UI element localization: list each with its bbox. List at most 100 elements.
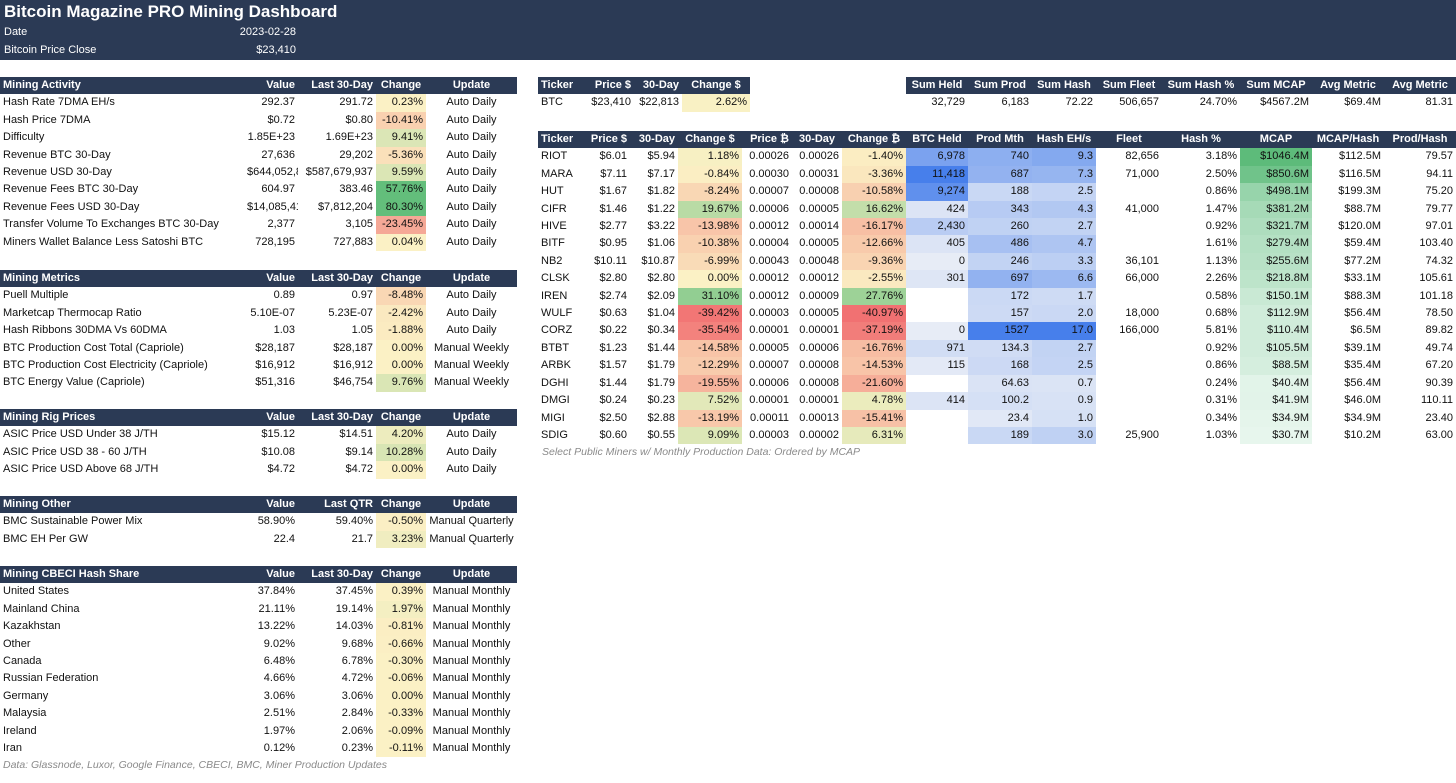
metric-update: Auto Daily xyxy=(446,218,497,231)
miner-fleet: 36,101 xyxy=(1125,254,1159,267)
miner-price-usd: $1.67 xyxy=(599,185,627,198)
metric-update: Manual Quarterly xyxy=(429,515,514,528)
metric-name: Ireland xyxy=(3,724,37,737)
miner-mcap-per-hash: $10.2M xyxy=(1344,428,1381,441)
metric-name: Malaysia xyxy=(3,707,47,720)
miner-mcap: $30.7M xyxy=(1240,426,1312,445)
miner-change-btc: -15.41% xyxy=(842,409,906,427)
btc-th-change: Change $ xyxy=(682,77,750,95)
metric-update: Manual Monthly xyxy=(432,689,511,702)
metric-name: Hash Price 7DMA xyxy=(3,113,91,126)
miner-prod-per-hash: 74.32 xyxy=(1425,254,1453,267)
metric-previous: 0.97 xyxy=(351,289,373,302)
miner-change-usd: 0.00% xyxy=(678,270,742,288)
miner-ticker: RIOT xyxy=(541,150,568,163)
miner-hash-ehs: 1.0 xyxy=(1032,409,1096,427)
metric-name: Marketcap Thermocap Ratio xyxy=(3,306,142,319)
miner-row: MARA $7.11 $7.17 -0.84% 0.00030 0.00031 -3.36%… xyxy=(538,165,1456,184)
table-row: Revenue BTC 30-Day 27,636 29,202 -5.36% Auto… xyxy=(0,146,517,165)
btc-change: 2.62% xyxy=(682,94,750,112)
table-row: Hash Rate 7DMA EH/s 292.37 291.72 0.23% Auto… xyxy=(0,94,517,112)
column-header: Value xyxy=(244,409,298,427)
table-row: Other 9.02% 9.68% -0.66% Manual Monthly xyxy=(0,635,517,654)
miner-mcap-per-hash: $88.7M xyxy=(1344,202,1381,215)
metric-previous: 6.78% xyxy=(341,655,373,668)
column-header: Update xyxy=(426,409,517,427)
miner-price-btc-30day: 0.00014 xyxy=(799,220,839,233)
metric-previous: $0.80 xyxy=(345,113,373,126)
miner-prod-per-hash: 103.40 xyxy=(1419,237,1453,250)
miner-ticker: NB2 xyxy=(541,254,563,267)
miner-btc-held: 971 xyxy=(906,339,968,358)
sum-hash: 72.22 xyxy=(1065,96,1093,109)
miner-hash-pct: 3.18% xyxy=(1205,150,1237,163)
miner-change-usd: 9.09% xyxy=(678,426,742,445)
miner-prod-month: 100.2 xyxy=(968,392,1032,410)
miners-column-header: Hash % xyxy=(1162,131,1240,149)
miner-price-usd: $0.95 xyxy=(599,237,627,250)
metric-update: Auto Daily xyxy=(446,463,497,476)
date-value: 2023-02-28 xyxy=(239,26,296,38)
miner-fleet: 166,000 xyxy=(1119,324,1159,337)
sum-mcap: $4567.2M xyxy=(1260,96,1309,109)
miner-btc-held xyxy=(906,305,968,323)
miner-mcap: $218.8M xyxy=(1240,270,1312,288)
miners-column-header: Ticker xyxy=(538,131,584,149)
metric-update: Auto Daily xyxy=(446,166,497,179)
miner-change-btc: -40.97% xyxy=(842,305,906,323)
miner-change-usd: -0.84% xyxy=(678,165,742,184)
miner-mcap: $850.6M xyxy=(1240,165,1312,184)
miner-fleet: 82,656 xyxy=(1125,150,1159,163)
miner-btc-held xyxy=(906,374,968,393)
metric-previous: 37.45% xyxy=(335,585,373,598)
miner-mcap: $41.9M xyxy=(1240,392,1312,410)
metric-name: Mainland China xyxy=(3,602,80,615)
miners-column-header: Change $ xyxy=(678,131,742,149)
miner-hash-ehs: 9.3 xyxy=(1032,148,1096,166)
miner-ticker: BTBT xyxy=(541,341,570,354)
metric-change: -0.30% xyxy=(376,653,426,671)
miner-price-usd-30day: $0.55 xyxy=(647,428,675,441)
miner-hash-ehs: 4.7 xyxy=(1032,235,1096,253)
metric-name: BTC Production Cost Total (Capriole) xyxy=(3,341,184,354)
dashboard-title: Bitcoin Magazine PRO Mining Dashboard xyxy=(4,2,338,21)
miner-change-usd: -13.19% xyxy=(678,409,742,427)
metric-value: $28,187 xyxy=(255,341,295,354)
metric-name: Hash Rate 7DMA EH/s xyxy=(3,96,115,109)
miner-fleet: 71,000 xyxy=(1125,167,1159,180)
miner-prod-per-hash: 49.74 xyxy=(1425,341,1453,354)
miner-ticker: CLSK xyxy=(541,272,570,285)
miner-fleet xyxy=(1096,357,1162,374)
miner-price-btc: 0.00030 xyxy=(749,167,789,180)
metric-previous: 19.14% xyxy=(335,602,373,615)
miner-btc-held xyxy=(906,287,968,306)
sum-th-hash-pct: Sum Hash % xyxy=(1162,77,1240,95)
miner-ticker: CORZ xyxy=(541,324,573,337)
miner-prod-per-hash: 105.61 xyxy=(1419,272,1453,285)
miner-ticker: HIVE xyxy=(541,220,567,233)
table-row: ASIC Price USD Under 38 J/TH $15.12 $14.51… xyxy=(0,426,517,444)
column-header: Value xyxy=(244,496,298,514)
metric-name: BMC EH Per GW xyxy=(3,532,88,545)
miner-change-btc: 6.31% xyxy=(842,426,906,445)
miner-price-btc: 0.00007 xyxy=(749,359,789,372)
metric-value: $16,912 xyxy=(255,359,295,372)
miner-price-btc: 0.00003 xyxy=(749,307,789,320)
data-sources-footer: Data: Glassnode, Luxor, Google Finance, … xyxy=(3,759,388,771)
miner-change-usd: -10.38% xyxy=(678,235,742,253)
metric-previous: 29,202 xyxy=(339,148,373,161)
column-header: Change xyxy=(376,77,426,95)
miner-prod-per-hash: 63.00 xyxy=(1425,428,1453,441)
miner-change-btc: 4.78% xyxy=(842,392,906,410)
btc-price-value: $23,410 xyxy=(256,44,296,56)
metric-value: 21.11% xyxy=(258,602,296,615)
miner-prod-month: 189 xyxy=(968,426,1032,445)
column-header: Change xyxy=(376,496,426,514)
miner-change-usd: -8.24% xyxy=(678,183,742,201)
miner-price-btc: 0.00043 xyxy=(749,254,789,267)
miners-column-header: Price ₿ xyxy=(742,131,792,149)
column-header: Change xyxy=(376,270,426,288)
metric-previous: $587,679,937 xyxy=(305,166,373,179)
sum-prod: 6,183 xyxy=(1001,96,1029,109)
sum-th-mcap: Sum MCAP xyxy=(1240,77,1312,95)
